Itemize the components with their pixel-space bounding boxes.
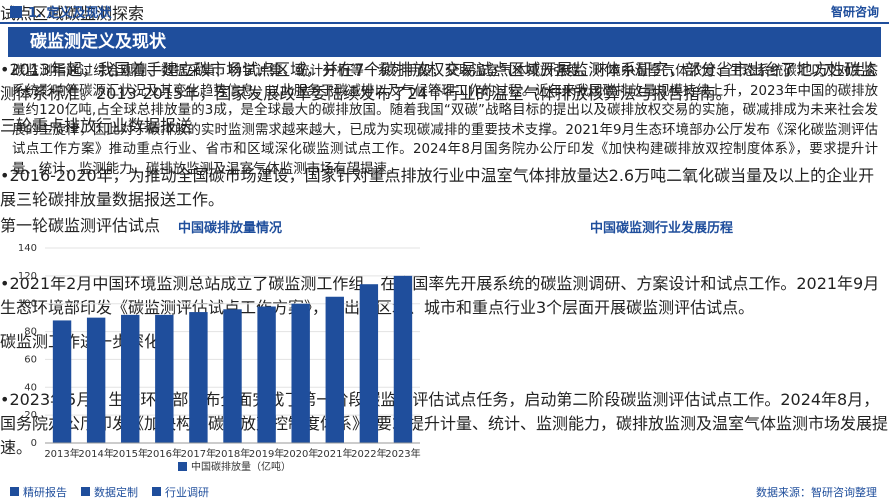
bar: [155, 314, 174, 443]
y-tick-label: 120: [18, 271, 37, 282]
y-tick-label: 60: [24, 354, 37, 365]
y-tick-label: 80: [24, 327, 37, 338]
bar: [223, 309, 242, 443]
timeline-text-box: •2013年起，我国着手建立碳市场试点区域，并在7个碳排放权交易试点区域开展监测…: [0, 56, 889, 112]
x-tick-label: 2014年: [78, 447, 113, 460]
footer-item: 数据定制: [94, 486, 138, 499]
timeline-label: 碳监测工作进一步深化: [0, 332, 161, 351]
bar: [189, 312, 208, 443]
timeline-text: •2023年5月，生态环境部宣布全面完成了第一阶段碳监测评估试点任务，启动第二阶…: [0, 390, 889, 457]
y-tick-label: 140: [18, 243, 37, 254]
timeline-title: 中国碳监测行业发展历程: [589, 221, 733, 236]
y-tick-label: 0: [31, 438, 37, 449]
footer-item: 精研报告: [23, 486, 67, 499]
x-tick-label: 2019年: [249, 447, 284, 460]
bar: [325, 296, 344, 443]
footer: 精研报告 数据定制 行业调研: [10, 484, 209, 500]
footer-icon: [152, 487, 161, 496]
y-tick-label: 20: [24, 410, 37, 421]
x-tick-label: 2023年: [385, 447, 420, 460]
x-tick-label: 2013年: [44, 447, 79, 460]
bar: [121, 314, 140, 443]
chart: 0204060801001201402013年2014年2015年2016年20…: [18, 243, 421, 473]
x-tick-label: 2017年: [181, 447, 216, 460]
bar: [257, 306, 276, 443]
bar: [52, 320, 72, 443]
footer-item: 行业调研: [165, 486, 209, 499]
x-tick-label: 2022年: [351, 447, 386, 460]
chart-title: 中国碳排放量情况: [177, 221, 282, 236]
timeline-text-box: •2023年5月，生态环境部宣布全面完成了第一阶段碳监测评估试点任务，启动第二阶…: [0, 386, 889, 457]
y-tick-label: 100: [18, 299, 37, 310]
title-banner: 碳监测定义及现状: [8, 27, 881, 57]
x-tick-label: 2021年: [317, 447, 352, 460]
bar: [393, 275, 413, 443]
legend-label: 中国碳排放量（亿吨）: [191, 460, 291, 473]
legend-swatch: [178, 462, 187, 471]
body-text: 碳监测指通过综合观测、数据采集、科学计算、统计分析等一系列手段，获取温室气体排放…: [12, 64, 878, 177]
timeline-label: 三轮重点排放行业数据报送: [0, 116, 193, 135]
y-tick-label: 40: [24, 382, 37, 393]
x-tick-label: 2016年: [147, 447, 182, 460]
source: 数据来源：智研咨询整理: [756, 486, 877, 499]
logo: 智研咨询: [830, 5, 879, 19]
timeline-label: 第一轮碳监测评估试点: [0, 216, 161, 235]
x-tick-label: 2015年: [113, 447, 148, 460]
footer-icon: [10, 487, 19, 496]
header-bar: [0, 0, 889, 24]
timeline: 试点区域碳监测探索 •2013年起，我国着手建立碳市场试点区域，并在7个碳排放权交…: [0, 4, 889, 457]
section-label: 1. 定义及现状: [10, 2, 112, 21]
timeline-text: •2016-2020年，为推动全国碳市场建设，国家针对重点排放行业中温室气体排放…: [0, 166, 875, 209]
x-tick-label: 2018年: [215, 447, 250, 460]
bar: [359, 284, 379, 443]
x-tick-label: 2020年: [283, 447, 318, 460]
footer-icon: [81, 487, 90, 496]
timeline-text: •2013年起，我国着手建立碳市场试点区域，并在7个碳排放权交易试点区域开展监测…: [0, 60, 877, 103]
timeline-text-box: •2016-2020年，为推动全国碳市场建设，国家针对重点排放行业中温室气体排放…: [0, 162, 889, 212]
bar: [86, 317, 106, 443]
bar: [291, 303, 310, 443]
